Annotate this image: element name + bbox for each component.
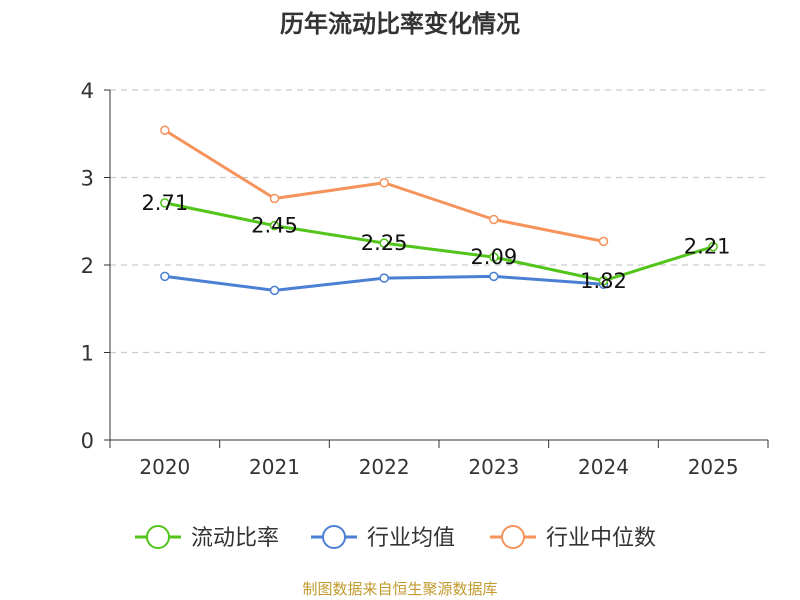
data-label-2022: 2.25: [361, 231, 408, 255]
legend-item-0[interactable]: 流动比率: [135, 525, 279, 551]
y-tick-label: 3: [81, 167, 94, 191]
x-tick-label-2024: 2024: [578, 455, 629, 479]
legend-marker-icon: [322, 525, 346, 549]
axes: 0 1 2 3 4 2020 2021 2022 2023 2024 2025: [81, 79, 769, 479]
point-0-2024: [598, 276, 609, 286]
point-2-2020: [160, 125, 170, 135]
point-1-2020: [160, 271, 170, 282]
y-tick-label: 1: [81, 342, 94, 366]
grid-lines: [110, 89, 768, 354]
legend-label: 行业均值: [367, 526, 455, 551]
point-2-2021: [269, 193, 280, 204]
legend-label: 行业中位数: [546, 526, 656, 551]
x-tick-label-2021: 2021: [249, 455, 300, 479]
legend-marker-icon: [501, 525, 525, 549]
data-label-2024: 1.82: [580, 269, 627, 293]
source-note: 制图数据来自恒生聚源数据库: [302, 580, 498, 598]
point-0-2020: [160, 198, 170, 208]
point-0-2023: [489, 252, 499, 262]
series-line-0: [164, 201, 714, 283]
point-2-2023: [489, 214, 499, 225]
data-label-2023: 2.09: [470, 245, 517, 269]
legend-marker-icon: [146, 525, 170, 549]
point-1-2023: [489, 271, 499, 282]
legend[interactable]: 流动比率 行业均值 行业中位数: [135, 525, 656, 551]
data-label-2021: 2.45: [251, 214, 298, 238]
point-2-2024: [598, 236, 609, 247]
point-0-2021: [269, 220, 280, 231]
legend-label: 流动比率: [191, 526, 279, 551]
series-group: [160, 125, 718, 296]
y-tick-label: 4: [81, 79, 94, 103]
data-labels: 2.71 2.45 2.25 2.09 1.82 2.21: [141, 191, 730, 293]
legend-item-2[interactable]: 行业中位数: [490, 525, 656, 551]
x-tick-label-2025: 2025: [688, 455, 739, 479]
legend-item-1[interactable]: 行业均值: [311, 525, 455, 551]
point-0-2025: [708, 241, 718, 252]
x-tick-label-2023: 2023: [468, 455, 519, 479]
point-1-2021: [269, 285, 280, 296]
point-0-2022: [379, 238, 389, 248]
y-tick-label: 2: [81, 254, 94, 278]
chart-title: 历年流动比率变化情况: [280, 10, 520, 38]
point-1-2022: [379, 273, 389, 283]
data-label-2020: 2.71: [141, 191, 188, 215]
point-2-2022: [379, 178, 389, 188]
x-tick-label-2020: 2020: [139, 455, 190, 479]
x-tick-label-2022: 2022: [359, 455, 410, 479]
data-label-2025: 2.21: [684, 235, 731, 259]
y-tick-label: 0: [81, 429, 94, 453]
